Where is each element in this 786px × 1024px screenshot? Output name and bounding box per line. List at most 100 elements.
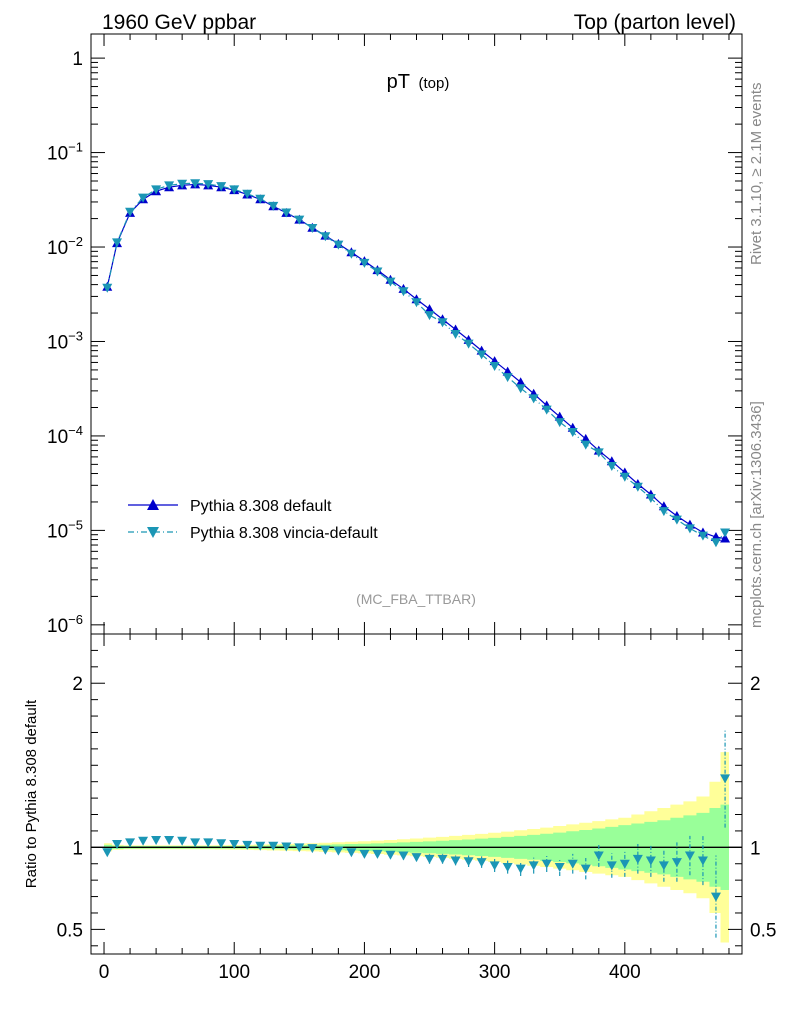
ratio-point <box>580 864 591 874</box>
ratio-y-tick-label-right: 1 <box>750 838 761 859</box>
data-point-vincia <box>307 224 318 234</box>
ratio-point <box>398 851 409 861</box>
ratio-point <box>619 859 630 869</box>
ratio-point <box>476 858 487 868</box>
data-point-vincia <box>346 249 357 259</box>
ratio-point <box>372 849 383 859</box>
data-point-vincia <box>164 181 175 191</box>
ratio-point <box>190 838 201 848</box>
ratio-point <box>541 859 552 869</box>
data-point-vincia <box>593 448 604 458</box>
legend-label-vincia: Pythia 8.308 vincia-default <box>190 525 378 542</box>
ratio-points <box>102 729 731 938</box>
data-point-vincia <box>606 462 617 472</box>
ratio-y-tick-label: 0.5 <box>57 920 83 941</box>
data-point-vincia <box>151 185 162 195</box>
ratio-x-axis: 0 100 200 300 400 <box>99 634 730 983</box>
ratio-point <box>684 851 695 861</box>
header-left: 1960 GeV ppbar <box>102 11 256 34</box>
ratio-point <box>359 849 370 859</box>
data-point-vincia <box>268 201 279 211</box>
chart-title-main: pT <box>387 71 410 93</box>
ratio-point <box>102 848 113 858</box>
data-point-default <box>424 304 435 314</box>
mcplots-label: mcplots.cern.ch [arXiv:1306.3436] <box>748 401 765 628</box>
data-point-vincia <box>684 524 695 534</box>
legend-label-default: Pythia 8.308 default <box>190 498 332 515</box>
ratio-point <box>528 861 539 871</box>
ratio-point <box>593 851 604 861</box>
legend-marker-default <box>147 499 159 510</box>
ratio-point <box>671 858 682 868</box>
ratio-point <box>307 844 318 854</box>
main-panel: 1 10−1 10−2 10−3 10−4 10−5 10−6 pT (top) (MC_F… <box>47 33 743 637</box>
ratio-point <box>489 861 500 871</box>
data-point-vincia <box>710 538 721 548</box>
header-right: Top (parton level) <box>574 11 736 34</box>
ratio-point <box>424 854 435 864</box>
series-line-1 <box>106 182 726 543</box>
series-line-0 <box>106 183 726 540</box>
ratio-y-axis: 2 2 1 1 0.5 0.5 <box>57 649 776 947</box>
data-point-vincia <box>229 185 240 195</box>
data-point-vincia <box>138 193 149 203</box>
ratio-point <box>203 838 214 848</box>
data-point-vincia <box>112 238 123 248</box>
data-point-vincia <box>190 179 201 189</box>
main-y-axis: 1 10−1 10−2 10−3 10−4 10−5 10−6 <box>47 34 742 637</box>
data-point-vincia <box>658 507 669 517</box>
ratio-point <box>294 843 305 853</box>
ratio-point <box>385 850 396 860</box>
ratio-point <box>242 840 253 850</box>
ratio-y-tick-label: 2 <box>72 674 83 695</box>
ratio-point <box>151 835 162 845</box>
data-point-vincia <box>502 373 513 383</box>
data-point-vincia <box>398 287 409 297</box>
data-point-vincia <box>372 267 383 277</box>
data-point-vincia <box>528 394 539 404</box>
data-point-vincia <box>411 298 422 308</box>
data-point-vincia <box>385 277 396 287</box>
ratio-point <box>320 845 331 855</box>
data-point-vincia <box>281 208 292 218</box>
data-point-vincia <box>333 240 344 250</box>
ratio-point <box>554 863 565 873</box>
ratio-point <box>125 838 136 848</box>
ratio-point <box>632 854 643 864</box>
data-point-default <box>515 377 526 387</box>
data-point-vincia <box>720 528 731 538</box>
ratio-point <box>333 846 344 856</box>
ratio-point <box>255 841 266 851</box>
data-point-vincia <box>216 182 227 192</box>
main-y-tick-label: 1 <box>72 49 83 70</box>
main-y-tick-label: 10−6 <box>47 612 83 637</box>
data-point-vincia <box>359 258 370 268</box>
legend: Pythia 8.308 default Pythia 8.308 vincia… <box>128 498 378 542</box>
data-point-vincia <box>580 440 591 450</box>
ratio-point <box>138 836 149 846</box>
rivet-version-label: Rivet 3.1.10, ≥ 2.1M events <box>748 83 765 266</box>
ratio-point <box>606 861 617 871</box>
ratio-y-tick-label-right: 2 <box>750 674 761 695</box>
ratio-point <box>463 857 474 867</box>
ratio-frame <box>90 633 743 955</box>
main-y-tick-label: 10−1 <box>47 140 83 165</box>
ratio-x-tick-label: 0 <box>99 962 110 983</box>
data-point-default <box>720 533 731 543</box>
ratio-point <box>720 774 731 784</box>
ratio-point <box>346 848 357 858</box>
ratio-point <box>164 835 175 845</box>
data-point-vincia <box>437 318 448 328</box>
ratio-point <box>268 841 279 851</box>
legend-entry-default: Pythia 8.308 default <box>128 498 332 515</box>
main-series <box>102 179 731 548</box>
main-y-tick-label: 10−2 <box>47 234 83 259</box>
legend-marker-vincia <box>147 527 159 538</box>
data-point-vincia <box>242 189 253 199</box>
ratio-y-label: Ratio to Pythia 8.308 default <box>23 699 40 888</box>
data-point-vincia <box>554 418 565 428</box>
ratio-point <box>697 856 708 866</box>
data-point-vincia <box>632 482 643 492</box>
ratio-point <box>229 840 240 850</box>
